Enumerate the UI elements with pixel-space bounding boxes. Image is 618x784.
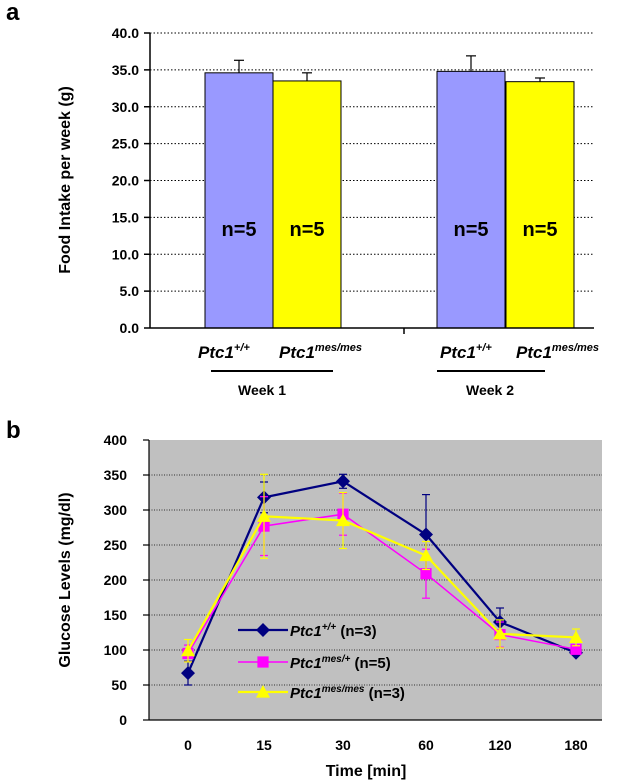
genotype-labels: Ptc1+/+ Ptc1mes/mes Ptc1+/+ Ptc1mes/mes <box>198 342 599 362</box>
bar <box>436 70 506 329</box>
bar <box>505 81 575 329</box>
data-point <box>257 509 271 522</box>
legend: Ptc1+/+ (n=3) Ptc1mes/+ (n=5) Ptc1mes/me… <box>238 622 405 702</box>
bar-label: n=5 <box>522 219 557 241</box>
series-line <box>187 515 577 652</box>
bar <box>272 80 342 329</box>
error-bars <box>234 55 545 82</box>
y-tick-labels: 0.0 5.0 10.0 15.0 20.0 25.0 30.0 35.0 40.0 <box>112 25 139 336</box>
x-tick-label: 0 <box>184 737 192 753</box>
legend-label-mes-het: Ptc1mes/+ (n=5) <box>290 654 391 672</box>
x-tick-label: 60 <box>418 737 434 753</box>
y-tick-label: 30.0 <box>112 99 139 115</box>
bar-label: n=5 <box>289 219 324 241</box>
series <box>181 473 583 663</box>
y-tick-label: 5.0 <box>120 283 140 299</box>
data-point <box>570 643 582 655</box>
gridlines <box>149 474 602 686</box>
y-tick-label: 40.0 <box>112 25 139 41</box>
panel-a-letter: a <box>6 0 20 26</box>
bar-labels: n=5 n=5 n=5 n=5 <box>221 219 557 241</box>
y-tick-label: 35.0 <box>112 62 139 78</box>
x-axis-title: Time [min] <box>326 763 407 780</box>
y-tick-label: 400 <box>104 432 128 448</box>
legend-marker <box>256 623 270 637</box>
week-2-label: Week 2 <box>466 382 514 398</box>
data-point <box>419 527 433 542</box>
series-line <box>187 513 577 654</box>
y-tick-label: 200 <box>104 572 128 588</box>
data-point <box>569 630 583 643</box>
data-point <box>336 474 350 489</box>
data-point <box>336 513 350 527</box>
data-point <box>419 548 433 562</box>
bar-label: n=5 <box>221 219 256 241</box>
axes <box>143 439 602 721</box>
genotype-label: Ptc1+/+ <box>440 342 492 362</box>
x-tick-label: 15 <box>256 737 272 753</box>
genotype-label: Ptc1+/+ <box>198 342 250 362</box>
data-series <box>181 473 583 686</box>
y-tick-labels: 0 50 100 150 200 250 300 350 400 <box>104 432 128 728</box>
genotype-label: Ptc1mes/mes <box>279 342 362 362</box>
y-tick-label: 250 <box>104 537 128 553</box>
y-tick-label: 100 <box>104 642 128 658</box>
bars <box>204 70 575 329</box>
y-tick-label: 50 <box>111 677 127 693</box>
y-tick-label: 0.0 <box>120 320 140 336</box>
data-point <box>181 666 195 681</box>
y-axis-title: Food Intake per week (g) <box>57 86 74 274</box>
y-tick-label: 25.0 <box>112 136 139 152</box>
legend-marker <box>256 685 270 698</box>
data-point <box>493 626 507 640</box>
y-tick-label: 15.0 <box>112 209 139 225</box>
week-1-label: Week 1 <box>238 382 286 398</box>
bar <box>204 72 274 329</box>
legend-label-wt: Ptc1+/+ (n=3) <box>290 622 377 640</box>
data-point <box>420 568 432 580</box>
data-point <box>181 643 195 657</box>
genotype-label: Ptc1mes/mes <box>516 342 599 362</box>
bar-chart: n=5 n=5 n=5 n=5 0.0 5.0 10.0 15.0 20.0 25.0 30.0 3… <box>57 25 599 398</box>
y-tick-label: 350 <box>104 467 128 483</box>
y-axis-title: Glucose Levels (mg/dl) <box>57 492 74 667</box>
x-tick-label: 30 <box>335 737 351 753</box>
y-tick-label: 10.0 <box>112 246 139 262</box>
bar-label: n=5 <box>453 219 488 241</box>
x-tick-label: 120 <box>488 737 512 753</box>
y-tick-label: 150 <box>104 607 128 623</box>
legend-label-mes-hom: Ptc1mes/mes (n=3) <box>290 684 405 702</box>
y-tick-label: 0 <box>119 712 127 728</box>
line-chart: 0 50 100 150 200 250 300 350 400 0 15 30 60 120 180 G… <box>57 432 602 780</box>
legend-marker <box>257 656 269 668</box>
panel-b-letter: b <box>6 417 21 444</box>
x-tick-labels: 0 15 30 60 120 180 <box>184 737 588 753</box>
x-tick-label: 180 <box>564 737 588 753</box>
series <box>181 473 583 686</box>
y-tick-label: 20.0 <box>112 173 139 189</box>
axes <box>144 32 594 334</box>
series-line <box>186 480 577 674</box>
y-tick-label: 300 <box>104 502 128 518</box>
